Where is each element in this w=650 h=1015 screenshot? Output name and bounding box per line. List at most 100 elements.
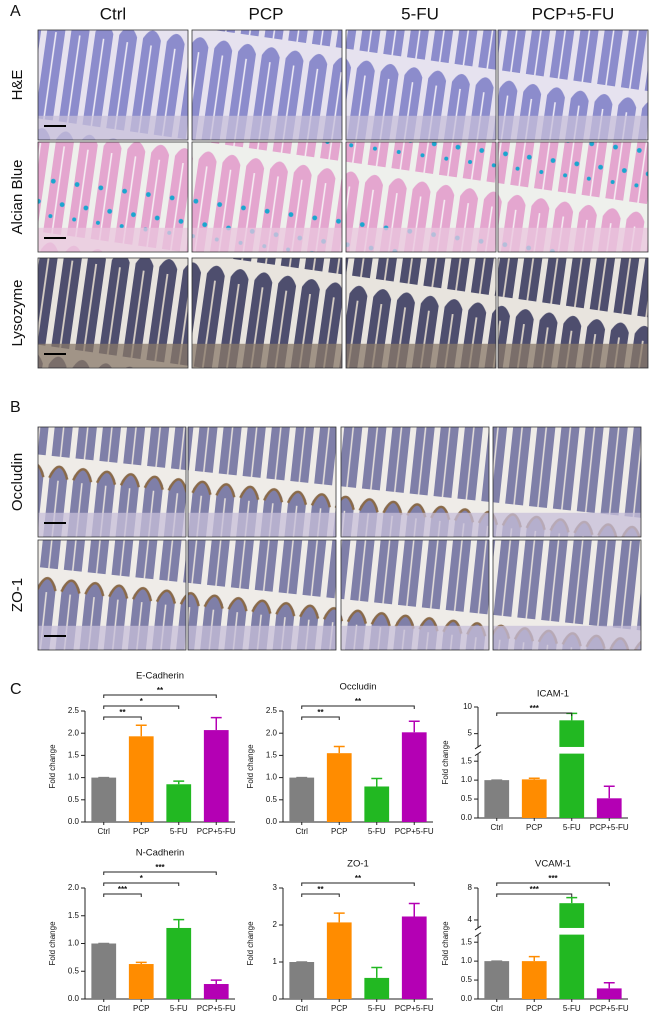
error-bar [333,745,345,754]
tissue-base [192,227,342,252]
x-tick-label: Ctrl [98,827,111,836]
y-tick-label: 2 [273,920,278,929]
y-tick-label: 0.0 [68,994,80,1003]
x-tick-label: PCP+5-FU [197,827,236,836]
error-bar [135,724,147,737]
bar [203,730,229,822]
row-label: Lysozyme [9,280,26,347]
y-axis-label: Fold change [441,921,450,966]
bar [401,916,427,999]
error-bar [333,912,345,923]
tissue-base [346,115,496,140]
significance-label: *** [155,863,165,872]
bar [521,779,547,818]
bar [203,984,229,999]
bar [289,777,315,822]
bar [166,784,192,822]
bar-break-gap [558,746,586,754]
chart-title: VCAM-1 [535,859,571,870]
significance-label: * [140,697,144,706]
x-tick-label: Ctrl [491,823,504,832]
axis-break [474,751,482,757]
x-tick-label: PCP [526,823,542,832]
y-tick-label: 1 [273,957,278,966]
row-label: Alcian Blue [9,159,26,234]
significance-label: ** [119,708,126,717]
y-tick-label: 4 [468,915,473,924]
error-bar [210,716,222,731]
bar [559,720,585,818]
y-tick-label: 10 [463,702,472,711]
error-bar [528,777,540,780]
bar [364,977,390,999]
bar [166,927,192,999]
bar [484,961,510,999]
axis-break [474,744,482,750]
y-tick-label: 1.0 [68,773,80,782]
tissue-base [341,625,489,650]
panel-label: A [10,3,21,20]
error-bar [135,961,147,965]
axis-break [474,932,482,938]
bar [559,903,585,999]
bar [521,961,547,999]
significance-bracket [496,893,573,897]
x-tick-label: PCP [133,827,149,836]
bar [91,943,117,999]
y-tick-label: 0 [273,994,278,1003]
x-tick-label: Ctrl [296,1004,309,1013]
chart-title: N-Cadherin [136,848,185,859]
significance-label: *** [530,704,540,713]
error-bar [603,981,615,989]
row-label: H&E [9,70,26,101]
x-tick-label: PCP [133,1004,149,1013]
y-tick-label: 1.5 [68,911,80,920]
significance-label: ** [355,874,362,883]
tissue-base [493,625,641,650]
y-axis-label: Fold change [246,744,255,789]
y-tick-label: 2.0 [266,728,278,737]
tissue-base [38,512,186,537]
tissue-base [498,115,648,140]
x-tick-label: PCP [331,1004,347,1013]
x-tick-label: 5-FU [563,823,581,832]
error-bar [408,720,420,733]
bar [484,780,510,818]
tissue-base [493,512,641,537]
bar [128,736,154,822]
y-tick-label: 0.0 [461,813,473,822]
tissue-base [498,343,648,368]
significance-label: ** [317,885,324,894]
y-tick-label: 1.0 [68,939,80,948]
column-label: 5-FU [401,4,439,23]
y-tick-label: 3 [273,883,278,892]
y-tick-label: 1.0 [461,775,473,784]
panel-label: B [10,399,21,416]
significance-bracket [103,893,142,897]
y-tick-label: 0.5 [68,966,80,975]
y-tick-label: 0.5 [68,795,80,804]
chart-title: E-Cadherin [136,671,184,682]
bar [596,988,622,999]
y-tick-label: 1.5 [266,751,278,760]
chart-title: ICAM-1 [537,689,569,700]
y-tick-label: 0.5 [461,794,473,803]
y-tick-label: 0.0 [266,817,278,826]
x-tick-label: PCP+5-FU [590,823,629,832]
y-axis-label: Fold change [48,744,57,789]
y-tick-label: 1.0 [266,773,278,782]
x-tick-label: 5-FU [563,1004,581,1013]
significance-label: ** [157,686,164,695]
significance-bracket [301,716,340,720]
y-tick-label: 1.5 [68,751,80,760]
y-tick-label: 1.0 [461,956,473,965]
chart-title: ZO-1 [347,859,369,870]
x-tick-label: PCP+5-FU [590,1004,629,1013]
y-tick-label: 2.5 [266,706,278,715]
significance-label: ** [317,708,324,717]
significance-bracket [301,705,415,709]
x-tick-label: 5-FU [368,1004,386,1013]
tissue-base [188,625,336,650]
tissue-base [38,115,188,140]
